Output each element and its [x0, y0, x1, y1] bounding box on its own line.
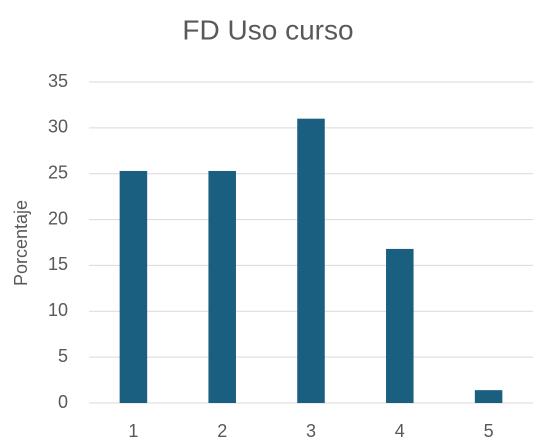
y-tick-label: 0	[58, 392, 68, 412]
x-tick-label: 1	[128, 421, 138, 441]
y-tick-label: 20	[48, 208, 68, 228]
x-tick-label: 4	[395, 421, 405, 441]
y-tick-label: 15	[48, 254, 68, 274]
y-axis-label: Porcentaje	[11, 200, 31, 286]
x-tick-label: 2	[217, 421, 227, 441]
chart-title: FD Uso curso	[182, 14, 353, 45]
bar	[119, 170, 148, 403]
bar	[386, 248, 414, 403]
x-tick-label: 3	[306, 421, 316, 441]
y-tick-label: 30	[48, 117, 68, 137]
y-tick-label: 10	[48, 300, 68, 320]
bar	[208, 170, 236, 403]
bar	[297, 118, 325, 403]
x-tick-label: 5	[484, 421, 494, 441]
y-tick-label: 25	[48, 162, 68, 182]
bar	[474, 390, 503, 403]
y-tick-label: 35	[48, 71, 68, 91]
y-tick-label: 5	[58, 346, 68, 366]
